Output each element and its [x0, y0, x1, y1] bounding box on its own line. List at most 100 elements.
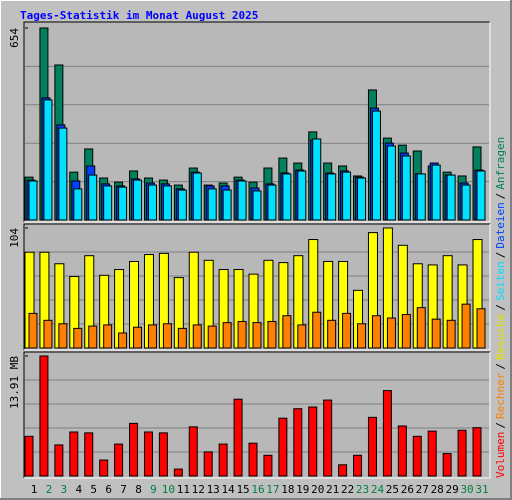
x-tick-label: 31: [475, 483, 488, 496]
bar: [162, 185, 172, 221]
x-tick-label: 17: [266, 483, 279, 496]
bar: [188, 426, 198, 477]
panel-border: [24, 22, 491, 223]
bar: [203, 451, 213, 477]
bar: [237, 320, 247, 349]
bar: [367, 416, 377, 477]
bar: [267, 184, 277, 221]
legend-separator: /: [494, 252, 507, 259]
panel-border: [23, 223, 490, 350]
bar: [357, 323, 367, 349]
x-tick-label: 6: [105, 483, 112, 496]
x-tick-label: 8: [135, 483, 142, 496]
legend-entry: Besuche: [494, 314, 507, 360]
bar: [472, 427, 482, 477]
bar: [248, 442, 258, 477]
x-tick-label: 30: [460, 483, 473, 496]
bar: [386, 317, 396, 349]
x-tick-label: 5: [90, 483, 97, 496]
bar: [401, 314, 411, 349]
x-tick-label: 21: [326, 483, 339, 496]
bar: [282, 173, 292, 221]
bar: [177, 189, 187, 221]
bar: [28, 312, 38, 349]
legend-separator: /: [494, 363, 507, 370]
y-tick-label: 104: [8, 228, 21, 248]
x-tick-label: 19: [296, 483, 309, 496]
legend-separator: /: [494, 193, 507, 200]
x-tick-label: 20: [311, 483, 324, 496]
x-tick-label: 29: [446, 483, 459, 496]
bar: [233, 398, 243, 477]
bar: [416, 307, 426, 349]
bar: [457, 429, 467, 477]
bar: [207, 325, 217, 349]
bar: [371, 110, 381, 221]
bar: [43, 99, 53, 221]
panel-border: [23, 21, 490, 222]
panel-border: [23, 351, 490, 478]
bar: [133, 179, 143, 221]
bar: [24, 435, 34, 477]
bar: [338, 464, 348, 477]
bar: [173, 468, 183, 477]
bar: [327, 173, 337, 221]
legend-entry: Volumen: [494, 432, 507, 478]
bar: [158, 432, 168, 477]
bar: [416, 173, 426, 221]
bar: [446, 174, 456, 221]
bar: [58, 323, 68, 349]
bar: [371, 315, 381, 349]
bar: [88, 174, 98, 221]
panel-border: [24, 352, 491, 479]
bar: [342, 312, 352, 349]
bar: [342, 171, 352, 221]
x-tick-label: 22: [341, 483, 354, 496]
bar: [263, 454, 273, 477]
bar: [147, 324, 157, 349]
bar: [237, 180, 247, 221]
bar: [412, 435, 422, 477]
bar: [401, 155, 411, 221]
x-tick-label: 18: [281, 483, 294, 496]
bar: [446, 319, 456, 349]
bar: [293, 408, 303, 477]
bar: [476, 170, 486, 221]
bar: [143, 431, 153, 477]
bar: [397, 425, 407, 477]
bar: [252, 190, 262, 221]
x-tick-label: 2: [46, 483, 53, 496]
bar: [323, 399, 333, 477]
bar: [147, 184, 157, 221]
x-tick-label: 26: [401, 483, 414, 496]
bar: [267, 320, 277, 349]
bar: [431, 164, 441, 221]
bar: [327, 319, 337, 349]
legend-entry: Anfragen: [494, 137, 507, 190]
bar: [386, 145, 396, 221]
bar: [461, 184, 471, 221]
legend-entry: Rechner: [494, 372, 507, 419]
x-tick-label: 28: [431, 483, 444, 496]
bar: [192, 172, 202, 221]
x-tick-label: 16: [251, 483, 264, 496]
chart-title: Tages-Statistik im Monat August 2025: [20, 9, 258, 22]
y-tick-label: 13.91 MB: [8, 356, 21, 409]
bar: [297, 170, 307, 221]
x-tick-label: 10: [162, 483, 175, 496]
legend-entry: Dateien: [494, 202, 507, 248]
legend-entry: Seiten: [494, 261, 507, 301]
x-tick-label: 11: [177, 483, 190, 496]
x-tick-label: 12: [192, 483, 205, 496]
x-tick-label: 13: [207, 483, 220, 496]
bar: [222, 322, 232, 349]
bar: [431, 318, 441, 349]
bar: [133, 326, 143, 349]
legend-separator: /: [494, 304, 507, 311]
bar: [114, 443, 124, 477]
x-tick-label: 24: [371, 483, 385, 496]
bar: [73, 327, 83, 349]
x-tick-label: 14: [222, 483, 236, 496]
bar: [118, 186, 128, 221]
